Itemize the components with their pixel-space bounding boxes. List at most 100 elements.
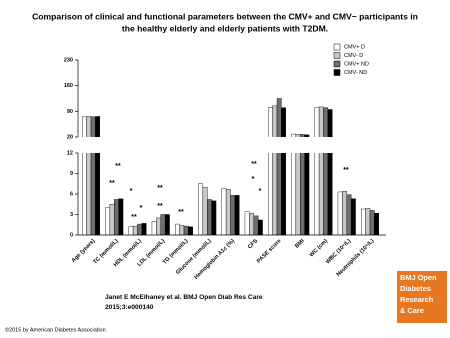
significance-label: ** <box>131 214 137 221</box>
bar <box>327 153 333 235</box>
bar <box>90 153 96 235</box>
legend-label: CMV+ ND <box>344 61 369 67</box>
legend-swatch <box>333 69 341 76</box>
x-tick-label: BMI <box>294 238 306 250</box>
bar <box>346 194 352 235</box>
bar <box>90 116 96 137</box>
significance-label: * <box>259 188 262 195</box>
bar <box>272 105 278 137</box>
bar <box>198 183 204 235</box>
bar <box>291 133 297 137</box>
y-tick-label: 12 <box>67 150 73 156</box>
bar <box>272 153 278 235</box>
bar <box>95 116 101 137</box>
x-tick-label: WC (cm) <box>309 238 329 258</box>
bar <box>207 199 212 235</box>
source-text: Janet E McElhaney et al. BMJ Open Diab R… <box>105 294 263 301</box>
y-tick-label: 90 <box>67 109 73 115</box>
bar <box>141 223 147 235</box>
significance-label: ** <box>178 209 184 216</box>
bar <box>318 106 324 137</box>
bar <box>369 210 375 235</box>
significance-label: * <box>252 176 255 183</box>
bar <box>314 153 320 235</box>
bar <box>137 223 143 235</box>
y-tick-label: 0 <box>70 232 73 238</box>
significance-label: * <box>130 188 133 195</box>
bar <box>253 215 259 235</box>
bar <box>156 217 161 235</box>
bar <box>221 188 227 235</box>
chart-title: Comparison of clinical and functional pa… <box>32 11 418 21</box>
bar <box>365 208 371 235</box>
legend-swatch <box>333 43 341 51</box>
bar <box>304 134 310 137</box>
bar <box>174 223 180 235</box>
bar <box>291 153 297 235</box>
bar <box>244 211 250 235</box>
bar <box>132 225 138 235</box>
bar <box>300 134 305 137</box>
y-tick-label: 230 <box>64 57 73 63</box>
bar <box>249 212 254 235</box>
bar <box>268 107 273 137</box>
bar <box>323 153 329 235</box>
bar <box>164 214 170 235</box>
bar <box>374 212 379 235</box>
bar <box>276 153 282 235</box>
y-tick-label: 3 <box>70 212 73 218</box>
logo-text: Research <box>400 295 434 304</box>
bar <box>295 134 301 137</box>
legend-label: CMV- ND <box>344 70 367 76</box>
bar <box>314 107 320 137</box>
logo-text: BMJ Open <box>400 273 437 282</box>
y-tick-label: 6 <box>70 191 73 197</box>
bar <box>114 199 119 235</box>
significance-label: ** <box>109 180 115 187</box>
y-tick-label: 160 <box>64 83 73 89</box>
bar <box>211 200 217 235</box>
bar <box>257 219 263 235</box>
bar <box>81 116 87 137</box>
bar <box>300 153 305 235</box>
significance-label: ** <box>115 163 121 170</box>
bar <box>202 186 208 235</box>
bar <box>342 191 347 235</box>
significance-label: ** <box>157 203 163 210</box>
significance-label: ** <box>251 161 257 168</box>
bar <box>304 153 310 235</box>
chart-title: the healthy elderly and elderly patients… <box>122 23 328 33</box>
legend-label: CMV- D <box>344 53 363 59</box>
bar <box>234 195 240 235</box>
significance-label: ** <box>157 185 163 192</box>
bar <box>95 153 101 235</box>
legend-label: CMV+ D <box>344 44 365 50</box>
bar <box>318 153 324 235</box>
bar <box>179 225 185 235</box>
x-tick-label: CFS <box>247 238 259 250</box>
bar <box>183 225 189 235</box>
bar <box>350 198 356 235</box>
copyright: ©2015 by American Diabetes Association <box>5 326 106 333</box>
bar <box>105 207 111 235</box>
legend-swatch <box>333 52 341 59</box>
bar <box>225 189 231 235</box>
bar <box>128 226 134 235</box>
bar <box>327 109 333 137</box>
logo-box <box>397 271 447 323</box>
significance-label: ** <box>343 167 349 174</box>
bar <box>118 198 124 235</box>
bar <box>323 107 329 137</box>
bar <box>86 153 92 235</box>
logo-text: Diabetes <box>400 284 431 293</box>
bar <box>281 107 286 137</box>
bar <box>86 116 92 137</box>
x-tick-label: Hemoglobin A1c (%) <box>193 238 236 281</box>
significance-label: * <box>140 205 143 212</box>
y-tick-label: 9 <box>70 171 73 177</box>
legend-swatch <box>333 60 341 68</box>
bar <box>268 153 273 235</box>
bar <box>188 226 193 235</box>
